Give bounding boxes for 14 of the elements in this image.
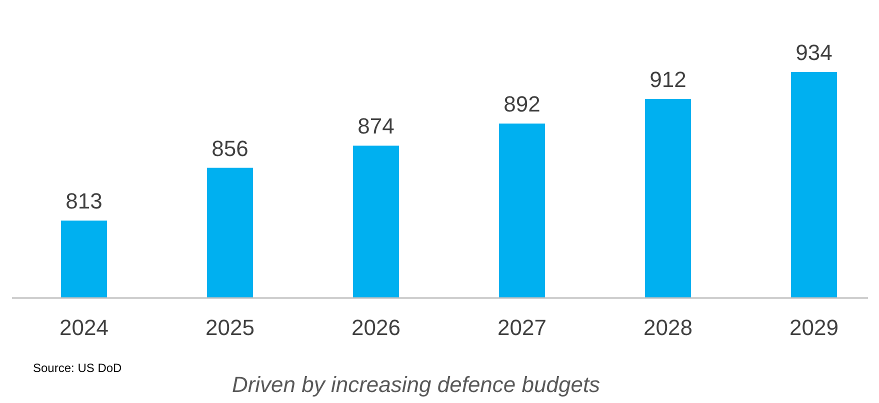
x-tick-label: 2028: [644, 315, 692, 340]
x-tick-label: 2026: [352, 315, 400, 340]
data-label: 856: [212, 136, 248, 161]
data-label: 813: [66, 188, 102, 214]
data-label: 934: [796, 40, 832, 65]
source-note: Source: US DoD: [33, 361, 122, 375]
data-label: 892: [504, 92, 540, 117]
data-label: 912: [650, 67, 686, 92]
x-tick-label: 2024: [60, 315, 108, 340]
x-tick-label: 2027: [498, 315, 546, 340]
x-tick-label: 2025: [206, 315, 254, 340]
x-tick-label: 2029: [790, 315, 838, 340]
data-label: 874: [358, 114, 394, 139]
text: Driven by increasing defence budgets: [232, 372, 600, 397]
